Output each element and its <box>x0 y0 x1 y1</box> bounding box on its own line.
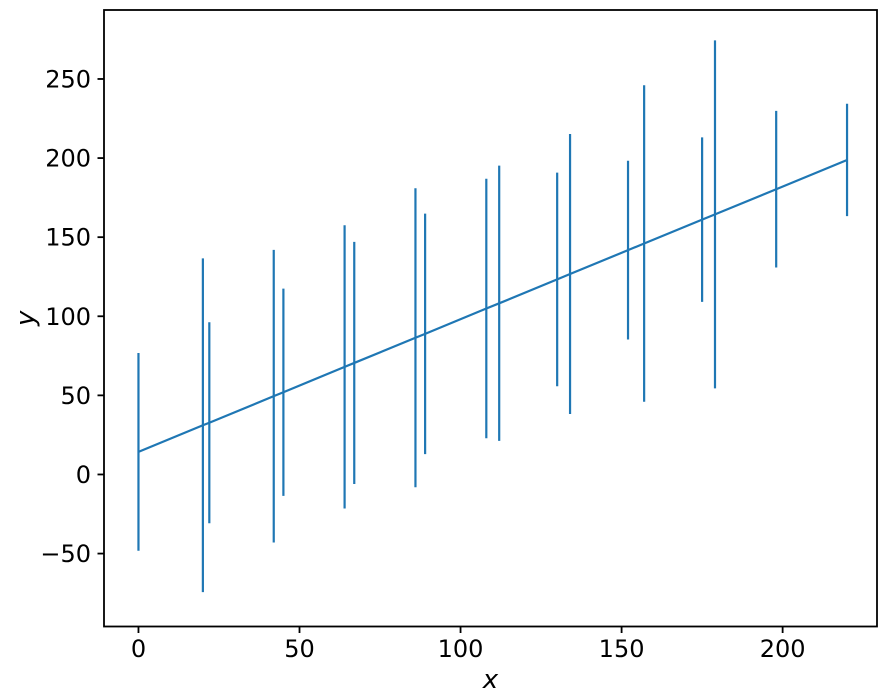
y-tick-label: 200 <box>45 145 91 173</box>
y-tick-label: 250 <box>45 65 91 93</box>
x-axis-label: x <box>482 665 499 695</box>
y-tick-label: 50 <box>60 382 91 410</box>
x-tick-label: 150 <box>599 635 645 663</box>
y-tick-label: 150 <box>45 224 91 252</box>
x-tick-label: 100 <box>438 635 484 663</box>
y-tick-label: 0 <box>76 461 91 489</box>
x-tick-label: 200 <box>760 635 806 663</box>
y-tick-label: −50 <box>40 540 91 568</box>
data-line <box>138 158 848 453</box>
x-tick-label: 0 <box>131 635 146 663</box>
y-axis-label: y <box>11 310 41 327</box>
y-tick-label: 100 <box>45 303 91 331</box>
x-tick-label: 50 <box>284 635 315 663</box>
plot-spines <box>103 9 878 628</box>
